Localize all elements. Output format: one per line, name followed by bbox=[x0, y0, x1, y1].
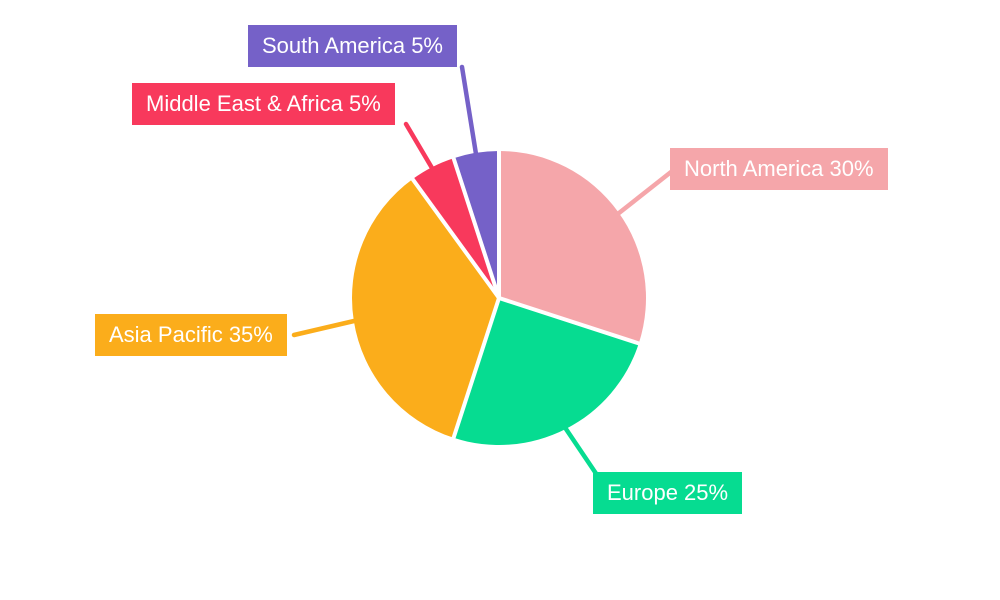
leader-line-north-america bbox=[616, 169, 674, 216]
pie-slice-europe[interactable] bbox=[453, 298, 639, 445]
slice-separator bbox=[410, 177, 501, 300]
pie-label-north-america: North America 30% bbox=[670, 148, 888, 190]
slice-separator bbox=[451, 156, 501, 299]
pie-slice-asia-pacific[interactable] bbox=[352, 179, 499, 438]
slice-separator bbox=[451, 297, 501, 440]
pie-slice-middle-east-africa[interactable] bbox=[412, 158, 499, 298]
leader-line-middle-east-africa bbox=[403, 121, 435, 171]
leader-line-south-america bbox=[459, 64, 479, 157]
leader-line-europe bbox=[563, 426, 600, 478]
pie-label-south-america: South America 5% bbox=[248, 25, 457, 67]
leader-line-asia-pacific bbox=[291, 318, 357, 338]
slice-separator bbox=[498, 296, 641, 346]
pie-slice-north-america[interactable] bbox=[499, 151, 646, 344]
pie-label-middle-east-africa: Middle East & Africa 5% bbox=[132, 83, 395, 125]
pie-label-europe: Europe 25% bbox=[593, 472, 743, 514]
pie-label-asia-pacific: Asia Pacific 35% bbox=[95, 314, 287, 356]
